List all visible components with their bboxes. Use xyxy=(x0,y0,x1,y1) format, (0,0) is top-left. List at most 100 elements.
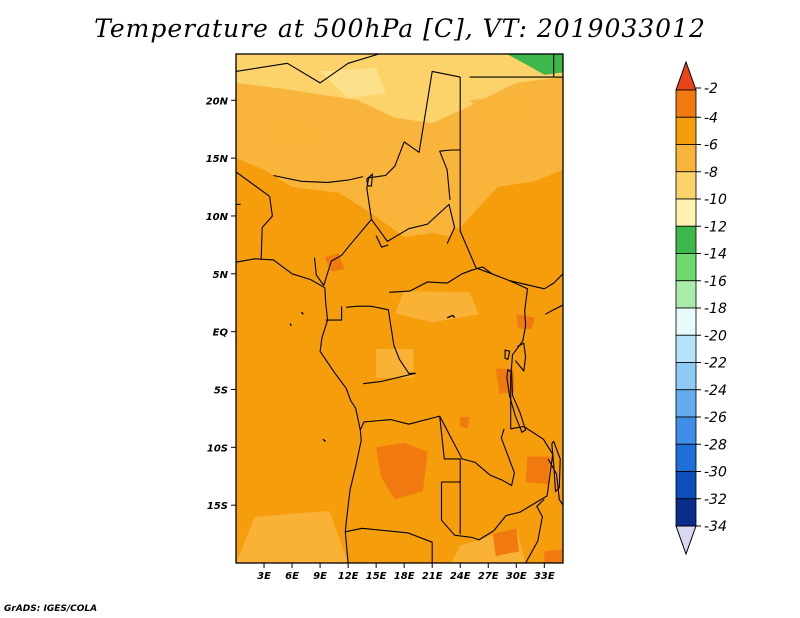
colorbar-label: -14 xyxy=(704,247,727,263)
field-light-streak xyxy=(394,291,479,323)
border-line xyxy=(525,498,545,563)
colorbar-cell xyxy=(675,171,697,200)
y-tick-label: 10N xyxy=(206,212,229,223)
border-line xyxy=(363,305,416,385)
colorbar-top-arrow xyxy=(675,60,697,91)
colorbar-cell xyxy=(675,498,697,527)
border-line xyxy=(273,174,364,183)
field-north-patch xyxy=(320,67,386,98)
colorbar-label: -6 xyxy=(704,138,718,154)
y-axis: 20N 15N 10N 5N EQ 5S 10S 15S xyxy=(206,96,236,512)
map-frame xyxy=(235,53,564,564)
colorbar-cell xyxy=(675,225,697,254)
colorbar-label: -4 xyxy=(704,110,718,126)
y-tick-label: 15N xyxy=(206,154,229,165)
coast-mark xyxy=(289,323,292,327)
colorbar-label: -10 xyxy=(704,192,727,208)
field-warm-pocket xyxy=(376,442,428,500)
x-tick-label: 15E xyxy=(366,571,387,582)
border-line xyxy=(236,171,270,197)
field-warm-pocket xyxy=(460,417,470,429)
border-line xyxy=(368,70,461,179)
colorbar-label: -12 xyxy=(704,219,727,235)
border-line xyxy=(439,415,515,487)
colorbar-label: -26 xyxy=(704,410,727,426)
x-tick-label: 24E xyxy=(450,571,471,582)
colorbar-label: -32 xyxy=(704,492,727,508)
x-tick-label: 3E xyxy=(257,571,271,582)
colorbar-label: -28 xyxy=(704,437,727,453)
border-line xyxy=(359,415,473,539)
border-line xyxy=(375,235,389,248)
colorbar-cell xyxy=(675,89,697,118)
country-borders xyxy=(236,54,563,563)
y-tick-label: EQ xyxy=(213,328,229,339)
field-warm-pocket xyxy=(492,528,520,557)
y-tick-label: 15S xyxy=(207,501,228,512)
colorbar-cell xyxy=(675,253,697,282)
border-line xyxy=(547,458,563,506)
y-tick-label: 20N xyxy=(206,96,229,107)
colorbar-cell xyxy=(675,280,697,309)
y-tick-label: 10S xyxy=(207,443,228,454)
colorbar-label: -8 xyxy=(704,165,718,181)
colorbar-label: -30 xyxy=(704,465,727,481)
x-tick-label: 30E xyxy=(506,571,527,582)
x-tick-label: 6E xyxy=(285,571,299,582)
map-field xyxy=(236,54,563,563)
border-line xyxy=(509,273,563,290)
border-line xyxy=(236,54,380,84)
colorbar: -2 -4 -6 -8 -10 -12 -14 -16 -18 -20 -22 -24 -26 -28 -3… xyxy=(675,60,727,556)
border-line xyxy=(325,306,343,321)
border-line xyxy=(260,196,273,259)
field-light-streak xyxy=(376,349,414,378)
lake-outline xyxy=(551,440,561,493)
colorbar-label: -22 xyxy=(704,356,727,372)
colorbar-label: -24 xyxy=(704,383,727,399)
x-tick-label: 21E xyxy=(422,571,443,582)
coast-mark xyxy=(322,438,327,443)
grads-credit: GrADS: IGES/COLA xyxy=(4,604,98,614)
border-line xyxy=(345,527,433,563)
colorbar-cell xyxy=(675,144,697,173)
lake-outline xyxy=(504,349,511,361)
field-light-streak xyxy=(418,210,461,237)
field-light-streak xyxy=(273,123,321,144)
colorbar-cell xyxy=(675,307,697,336)
colorbar-label: -20 xyxy=(704,328,727,344)
x-tick-label: 9E xyxy=(313,571,327,582)
colorbar-cell xyxy=(675,116,697,145)
lake-outline xyxy=(506,368,527,434)
colorbar-cell xyxy=(675,198,697,227)
y-tick-label: 5N xyxy=(213,270,229,281)
border-line xyxy=(313,177,373,286)
field-north-far xyxy=(236,54,563,124)
border-line xyxy=(236,258,362,563)
colorbar-cell xyxy=(675,362,697,391)
colorbar-cell xyxy=(675,443,697,472)
colorbar-cell xyxy=(675,416,697,445)
field-warm-pocket xyxy=(525,456,550,485)
colorbar-label: -16 xyxy=(704,274,727,290)
field-light-streak xyxy=(236,510,349,563)
colorbar-label: -2 xyxy=(704,81,718,97)
x-tick-label: 18E xyxy=(394,571,415,582)
border-line xyxy=(346,305,371,308)
border-line xyxy=(459,77,554,541)
coast-mark xyxy=(300,311,304,315)
x-tick-label: 27E xyxy=(478,571,499,582)
colorbar-bottom-arrow xyxy=(675,525,697,556)
border-line xyxy=(441,481,461,535)
x-axis: 3E 6E 9E 12E 15E 18E 21E 24E 27E 30E 33E xyxy=(257,563,555,582)
lake-outline xyxy=(366,173,374,187)
border-line xyxy=(389,266,493,293)
field-warm-pocket xyxy=(544,549,563,563)
y-tick-label: 5S xyxy=(214,385,228,396)
border-line xyxy=(439,149,461,200)
x-tick-label: 12E xyxy=(338,571,359,582)
colorbar-cell xyxy=(675,334,697,363)
colorbar-label: -18 xyxy=(704,301,727,317)
colorbar-cell xyxy=(675,389,697,418)
border-line xyxy=(371,203,456,244)
